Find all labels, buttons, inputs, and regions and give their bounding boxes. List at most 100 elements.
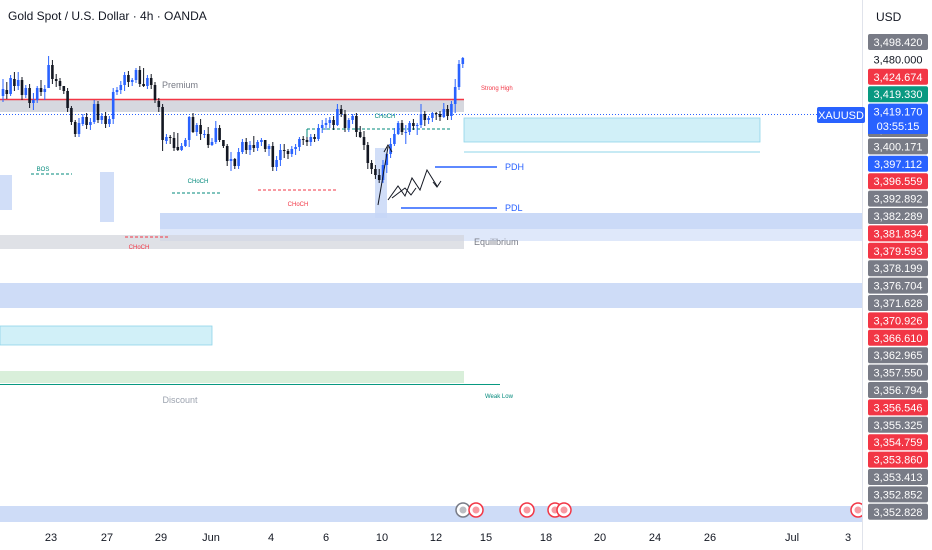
price-tag <box>868 242 928 259</box>
candle-body <box>457 64 461 87</box>
candle-body <box>47 65 50 88</box>
candle-body <box>130 80 134 82</box>
x-tick-label: 24 <box>649 532 661 544</box>
price-tag-label: 3,480.000 <box>874 54 923 66</box>
candle-body <box>377 175 381 180</box>
x-tick-label: 15 <box>480 532 492 544</box>
price-tag <box>868 138 928 155</box>
x-tick-label: Jul <box>785 532 799 544</box>
price-tag <box>868 225 928 242</box>
candle-body <box>157 101 161 107</box>
candle-body <box>218 128 221 140</box>
candle-body <box>286 151 290 154</box>
candle-body <box>1 89 5 96</box>
price-tag <box>868 295 928 311</box>
annotation-bos: BOS <box>37 167 50 173</box>
candle-body <box>206 134 210 145</box>
candle-body <box>134 70 138 80</box>
price-tag <box>868 469 928 485</box>
candle-body <box>13 79 16 86</box>
price-tag-label: 3,376.704 <box>874 281 923 293</box>
candle-body <box>400 123 404 132</box>
candle-body <box>404 132 408 133</box>
annotation-pdl: PDL <box>505 203 523 213</box>
demand-zone-bottom <box>0 506 862 522</box>
price-tag-label: 3,396.559 <box>874 176 923 188</box>
price-tag-label: 3,371.628 <box>874 298 923 310</box>
x-tick-label: 12 <box>430 532 442 544</box>
price-tag-label: 3,378.199 <box>874 263 923 275</box>
x-tick-label: 10 <box>376 532 388 544</box>
demand-zone-main <box>160 213 862 229</box>
price-tag <box>868 329 928 346</box>
candle-body <box>168 137 172 138</box>
fvg-zone <box>464 118 760 142</box>
x-tick-label: 20 <box>594 532 606 544</box>
candle-body <box>85 117 88 125</box>
candle-body <box>419 114 423 125</box>
candle-body <box>195 125 199 132</box>
candle-body <box>111 92 115 119</box>
price-tag <box>868 277 928 294</box>
candle-body <box>191 117 195 132</box>
event-marker-flag <box>560 506 568 514</box>
candle-body <box>142 84 145 86</box>
candle-body <box>241 142 244 152</box>
candle-body <box>393 134 396 144</box>
candle-body <box>324 123 328 125</box>
candle-body <box>73 122 77 134</box>
candle-body <box>275 160 278 167</box>
candle-body <box>81 117 85 124</box>
premium-zone <box>0 99 464 112</box>
candle-body <box>328 120 332 123</box>
candle-body <box>89 122 92 125</box>
candle-body <box>58 81 62 86</box>
candle-body <box>146 78 149 86</box>
price-tag-label: 3,370.926 <box>874 315 923 327</box>
candle-body <box>347 120 351 128</box>
annotation-premium: Premium <box>162 80 198 90</box>
currency-selector[interactable]: USD <box>876 10 902 24</box>
annotation-equilibrium: Equilibrium <box>474 237 519 247</box>
candle-body <box>161 107 164 140</box>
x-tick-label: 23 <box>45 532 57 544</box>
candle-body <box>5 90 9 94</box>
candle-body <box>54 79 58 81</box>
candle-body <box>104 116 107 124</box>
candle-body <box>180 146 183 150</box>
candle-body <box>423 114 427 120</box>
candle-body <box>362 137 366 145</box>
candle-body <box>294 147 297 149</box>
candle-body <box>461 58 465 64</box>
arrow-down-head <box>432 180 442 188</box>
candle-body <box>301 139 305 140</box>
candle-body <box>138 70 142 84</box>
candle-body <box>339 109 343 114</box>
candle-body <box>100 116 104 120</box>
candle-body <box>374 169 377 175</box>
candle-body <box>336 109 339 125</box>
candle-body <box>153 85 157 100</box>
price-tag-label: 3,352.852 <box>874 489 923 501</box>
candle-body <box>233 159 237 166</box>
candle-body <box>39 88 43 92</box>
annotation-choch-mid: CHoCH <box>188 179 209 185</box>
price-tag-label: 3,424.674 <box>874 72 923 84</box>
price-tag <box>868 486 928 503</box>
candle-body <box>96 104 100 120</box>
candle-body <box>271 146 275 167</box>
price-tag-label: 3,353.860 <box>874 455 923 467</box>
candle-body <box>442 109 446 117</box>
price-tag <box>868 382 928 398</box>
price-tag-label: 3,498.420 <box>874 37 923 49</box>
annotation-discount: Discount <box>162 395 198 405</box>
candle-body <box>279 150 282 160</box>
candle-body <box>244 142 248 150</box>
price-tag <box>868 503 928 520</box>
demand-block-mid <box>100 172 114 222</box>
price-tag-label: 3,397.112 <box>874 159 922 171</box>
annotation-pdh: PDH <box>505 162 524 172</box>
arrow-up-head <box>383 143 393 153</box>
